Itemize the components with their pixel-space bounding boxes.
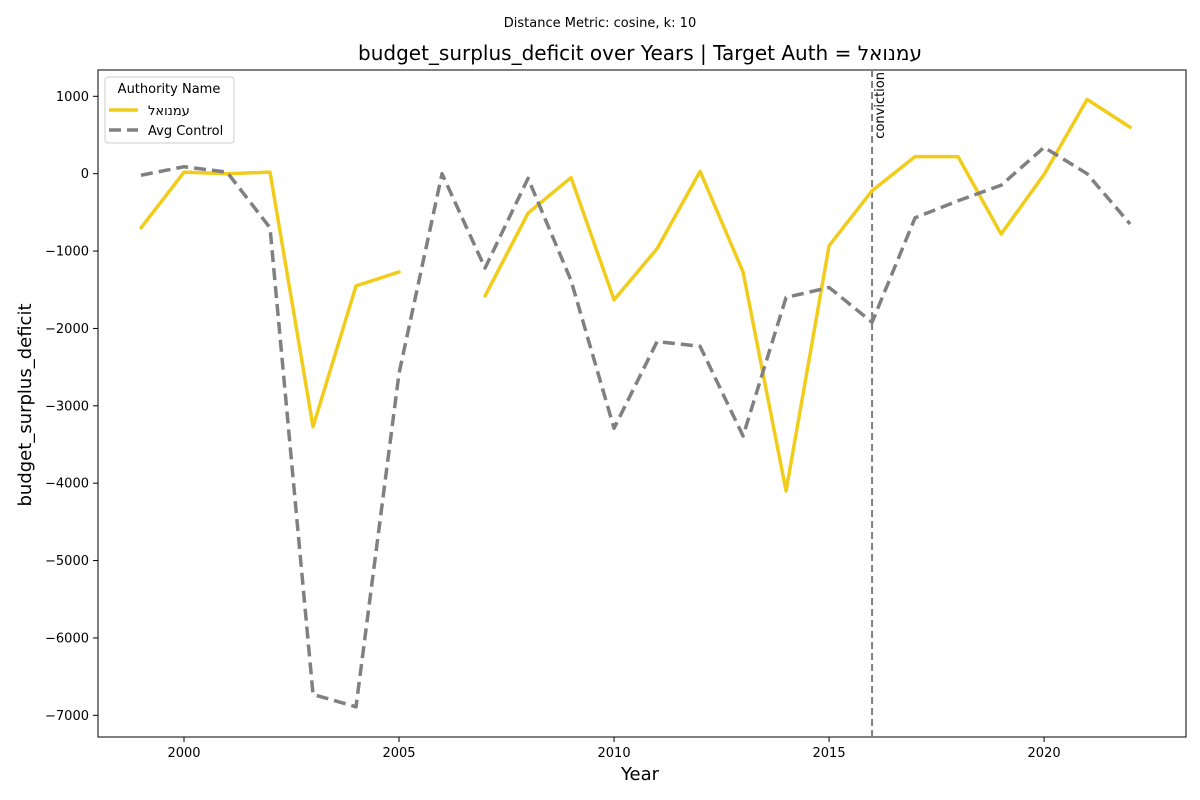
chart-suptitle: Distance Metric: cosine, k: 10: [504, 16, 696, 31]
y-axis-title: budget_surplus_deficit: [15, 303, 36, 506]
plot-frame: [97, 69, 1187, 738]
legend-label-target: עמנואל: [148, 104, 190, 119]
chart-title: budget_surplus_deficit over Years | Targ…: [358, 41, 922, 65]
series-line-target: [139, 170, 401, 429]
annotation-label: conviction: [873, 72, 888, 139]
x-tick-label: 2000: [167, 746, 200, 761]
legend: Authority Name עמנואל Avg Control: [104, 76, 235, 144]
y-axis: 1000 0 −1000 −2000 −3000 −4000 −5000 −6000 −7000: [45, 90, 98, 724]
series-layer: [139, 97, 1132, 709]
annotations: conviction: [871, 70, 888, 737]
y-tick-label: −7000: [45, 709, 89, 724]
y-tick-label: −3000: [45, 399, 89, 414]
x-axis: 2000 2005 2010 2015 2020: [167, 737, 1061, 761]
y-tick-label: −2000: [45, 322, 89, 337]
legend-title: Authority Name: [118, 82, 221, 97]
x-tick-label: 2005: [382, 746, 415, 761]
x-axis-title: Year: [620, 764, 660, 785]
y-tick-label: 1000: [56, 90, 89, 105]
y-tick-label: −5000: [45, 554, 89, 569]
x-tick-label: 2015: [813, 746, 846, 761]
x-tick-label: 2020: [1028, 746, 1061, 761]
series-line-avg-control: [140, 145, 1132, 709]
y-tick-label: −4000: [45, 477, 89, 492]
y-tick-label: −1000: [45, 245, 89, 260]
legend-box: [104, 76, 235, 144]
plot-area: [97, 69, 1187, 738]
y-tick-label: −6000: [45, 631, 89, 646]
x-tick-label: 2010: [598, 746, 631, 761]
series-line-target: [483, 97, 1132, 493]
y-tick-label: 0: [81, 167, 89, 182]
legend-label-avg-control: Avg Control: [148, 124, 223, 139]
